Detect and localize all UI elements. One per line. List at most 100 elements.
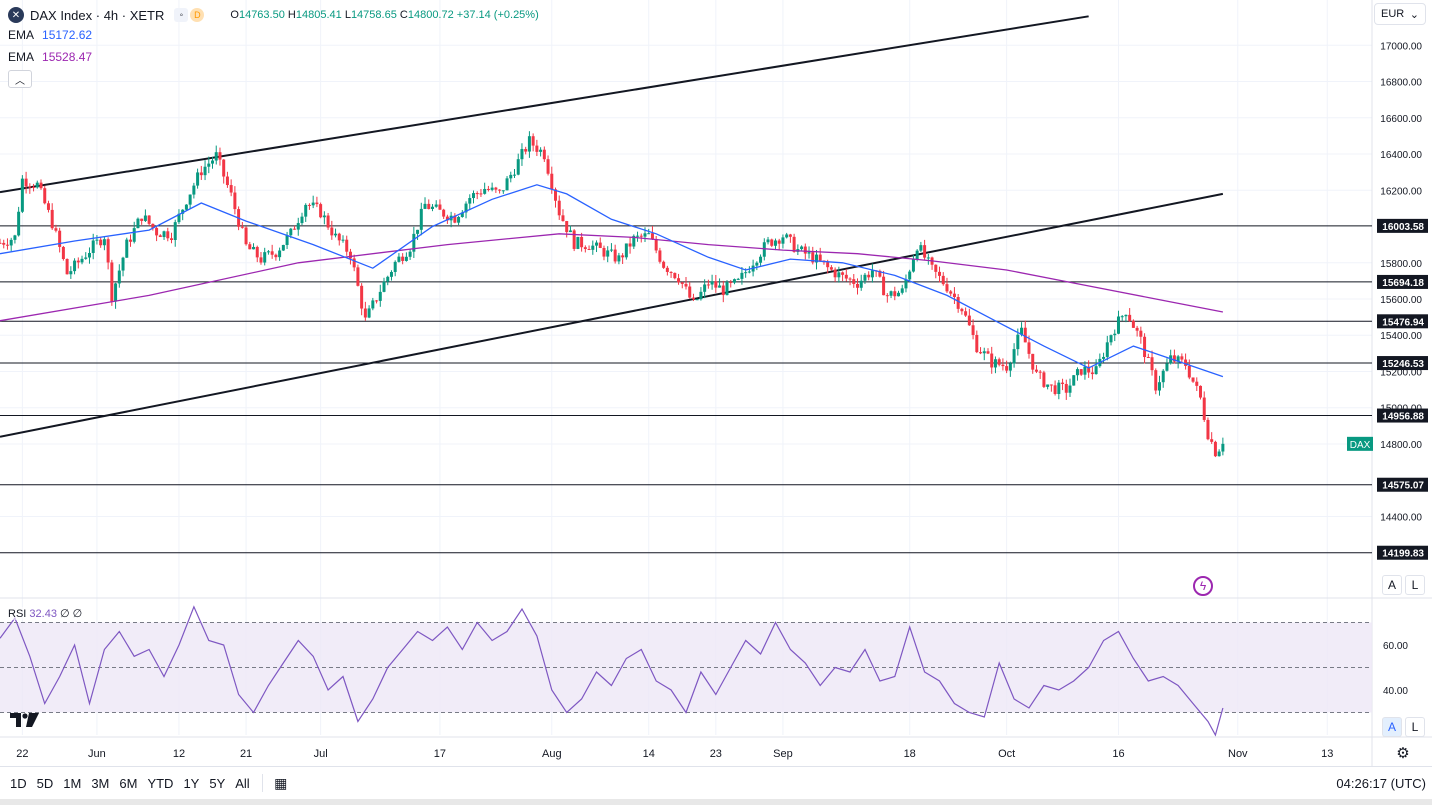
candle-body <box>255 246 259 258</box>
more-icon[interactable]: ◦ <box>174 8 189 22</box>
candle-body <box>117 270 121 284</box>
candle-body <box>565 221 569 233</box>
range-button-1m[interactable]: 1M <box>63 775 82 791</box>
candle-body <box>166 231 170 239</box>
candle-body <box>1020 327 1024 335</box>
level-tag-bg <box>1377 477 1428 492</box>
candle-body <box>181 209 185 214</box>
log-scale-button[interactable]: L <box>1405 575 1425 595</box>
time-tick: Nov <box>1228 748 1248 760</box>
candle-body <box>982 351 986 354</box>
ema-lines <box>0 184 1224 378</box>
candle-body <box>356 267 360 286</box>
rsi-log-scale-button[interactable]: L <box>1405 717 1425 737</box>
candle-body <box>263 252 267 263</box>
candle-body <box>322 215 326 218</box>
x-icon[interactable]: ✕ <box>8 7 24 23</box>
candle-body <box>1090 372 1094 375</box>
candle-body <box>471 193 475 199</box>
ema2-legend[interactable]: EMA 15528.47 <box>8 46 539 68</box>
range-button-6m[interactable]: 6M <box>119 775 138 791</box>
candle-body <box>69 271 73 275</box>
candle-body <box>453 215 457 223</box>
level-tag: 16003.58 <box>1382 222 1424 233</box>
candle-body <box>1195 381 1199 386</box>
ema1-label: EMA <box>8 28 35 42</box>
candle-body <box>993 359 997 368</box>
range-button-3m[interactable]: 3M <box>91 775 110 791</box>
candle-body <box>807 252 811 254</box>
candle-body <box>602 247 606 257</box>
range-button-5y[interactable]: 5Y <box>209 775 226 791</box>
candle-body <box>229 185 233 193</box>
candle-body <box>445 216 449 221</box>
rsi-label: RSI <box>8 608 27 620</box>
candle-body <box>878 270 882 277</box>
candle-body <box>203 166 207 176</box>
ema-fast-line <box>0 184 1224 378</box>
candle-body <box>184 204 188 210</box>
symbol-title[interactable]: DAX Index · 4h · XETR <box>30 7 165 23</box>
range-button-all[interactable]: All <box>235 775 250 791</box>
candle-body <box>740 272 744 279</box>
rsi-legend[interactable]: RSI 32.43 ∅ ∅ <box>6 607 85 620</box>
candle-body <box>1049 384 1053 386</box>
time-axis[interactable]: 22 Jun 12 21 Jul 17 Aug 14 23 Sep 18 Oct 16 Nov 13 <box>16 748 1333 760</box>
range-button-1y[interactable]: 1Y <box>183 775 200 791</box>
candle-body <box>1001 364 1005 367</box>
candle-body <box>162 231 166 238</box>
range-button-5d[interactable]: 5D <box>36 775 54 791</box>
d-badge[interactable]: D <box>190 8 205 22</box>
candle-body <box>684 283 688 287</box>
candle-body <box>363 308 367 318</box>
candle-body <box>483 188 487 194</box>
candle-body <box>274 254 278 258</box>
price-axis[interactable]: 17000.00 16800.00 16600.00 16400.00 16200.00… <box>1347 41 1428 697</box>
candle-body <box>378 291 382 301</box>
range-button-1d[interactable]: 1D <box>10 775 27 791</box>
candle-body <box>498 189 502 191</box>
chart-canvas[interactable]: 17000.00 16800.00 16600.00 16400.00 16200.00… <box>0 0 1432 766</box>
ema1-legend[interactable]: EMA 15172.62 <box>8 24 539 46</box>
price-tick: 16200.00 <box>1380 186 1422 197</box>
close-label: C <box>399 9 408 21</box>
candle-body <box>1176 356 1180 362</box>
range-button-ytd[interactable]: YTD <box>147 775 174 791</box>
candle-body <box>773 240 777 246</box>
rsi-extra-1: ∅ <box>60 608 70 620</box>
level-tag-bg <box>1377 274 1428 289</box>
candle-body <box>54 228 58 231</box>
candle-body <box>240 226 244 228</box>
chevron-up-icon[interactable]: ︿ <box>8 70 32 88</box>
currency-select[interactable]: EUR ⌄ <box>1374 3 1426 25</box>
candle-body <box>501 190 505 192</box>
upper-channel-trendline <box>0 15 1089 194</box>
calendar-range-icon[interactable]: ▦ <box>274 774 288 791</box>
candle-body <box>192 185 196 195</box>
footer-strip <box>0 799 1432 805</box>
tradingview-logo[interactable] <box>10 711 40 729</box>
settings-icon[interactable]: ⚙ <box>1396 745 1410 762</box>
candle-body <box>9 239 13 246</box>
candle-body <box>923 245 927 258</box>
level-tag: 15476.94 <box>1382 317 1424 328</box>
ohlc-values: O14763.50 H14805.41 L14758.65 C14800.72 … <box>230 9 538 21</box>
candle-body <box>401 256 405 261</box>
candle-body <box>233 192 237 210</box>
candle-body <box>252 246 256 250</box>
rsi-auto-scale-button[interactable]: A <box>1382 717 1402 737</box>
candle-body <box>643 233 647 237</box>
time-tick: 18 <box>904 748 916 760</box>
candle-body <box>1008 363 1012 371</box>
utc-clock[interactable]: 04:26:17 (UTC) <box>1336 775 1426 791</box>
lightning-icon[interactable]: ϟ <box>1193 576 1213 596</box>
candle-body <box>50 209 54 229</box>
candle-body <box>1083 366 1087 375</box>
candle-body <box>1165 363 1169 371</box>
price-tick: 16400.00 <box>1380 150 1422 161</box>
auto-scale-button[interactable]: A <box>1382 575 1402 595</box>
candle-body <box>826 262 830 268</box>
time-tick: 23 <box>710 748 722 760</box>
candle-body <box>218 152 222 160</box>
candle-body <box>800 246 804 250</box>
